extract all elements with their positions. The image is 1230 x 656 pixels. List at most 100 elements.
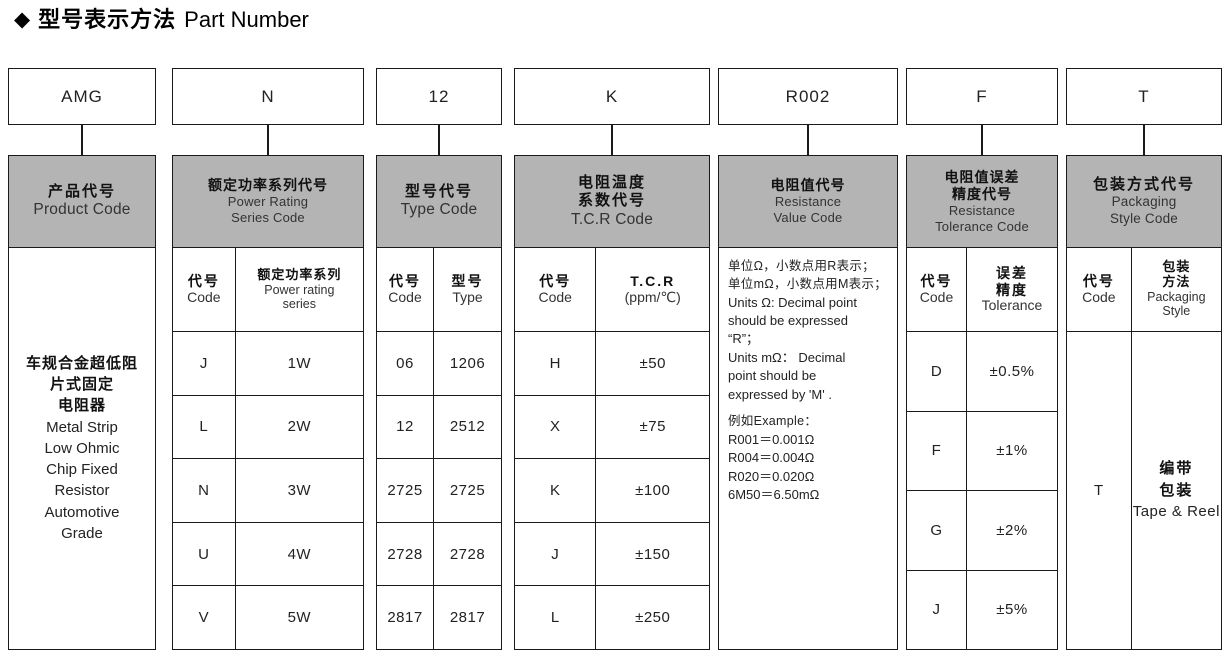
sub-header-cn: 代号 [920,273,953,290]
sub-header-cn: 误差 [996,265,1028,282]
connector-line [807,125,809,155]
part-code-value: R002 [785,86,831,106]
part-code-box[interactable]: T [1066,68,1222,125]
code-cell: F [907,412,966,491]
column-body: 代号 Code D F G J 误差 精度 Tolerance ±0.5% ±1% ±2% ±5% [907,248,1057,649]
part-code-box[interactable]: R002 [718,68,898,125]
sub-header: 代号 Code [907,248,966,332]
sub-header-cn: 精度 [996,281,1028,298]
column-header: 电阻值代号 Resistance Value Code [719,156,897,248]
code-cell: X [515,396,596,460]
code-cell: U [173,523,235,587]
value-cell: 编带 包装 Tape & Reel [1132,332,1221,649]
product-description-line: Metal Strip [46,418,118,436]
part-code-box[interactable]: 12 [376,68,502,125]
page-title-en: Part Number [184,7,309,32]
code-cell: T [1094,482,1104,499]
value-cell: ±0.5% [967,332,1057,412]
sub-header: 代号 Code [173,248,235,332]
note-line: expressed by 'M' . [728,386,832,402]
value-cell: ±5% [996,601,1028,619]
column-header-en: Product Code [33,201,131,219]
value-cell: 2725 [434,459,501,523]
part-code-box[interactable]: F [906,68,1058,125]
part-code-box[interactable]: N [172,68,364,125]
value-subcolumn: 型号 Type 1206 2512 2725 2728 2817 [434,248,501,649]
note-line: R020＝0.020Ω [728,468,815,484]
sub-header: 包装 方法 Packaging Style [1131,248,1221,332]
code-cell: 2728 [377,523,434,587]
note-line [728,404,888,413]
sub-header-cn: 代号 [539,273,572,290]
code-cell: J [932,601,941,619]
product-description-line: Grade [61,525,103,543]
part-number-column: F 电阻值误差 精度代号 Resistance Tolerance Code 代号 Code… [906,68,1058,650]
part-number-column: R002 电阻值代号 Resistance Value Code 单位Ω，小数点用R表示… [718,68,898,650]
connector-line [981,125,983,155]
column-block: 型号代号 Type Code 代号 Code 06 12 2725 2728 2817 型号 Typ… [376,155,502,650]
value-cell: ±2% [967,491,1057,571]
code-subcolumn: 代号 Code H X K J L [515,248,597,649]
sub-header: 额定功率系列 Power rating series [235,248,363,332]
diamond-bullet-icon: ◆ [14,8,31,31]
sub-header-en: Packaging [1147,290,1206,305]
part-code-value: T [1138,86,1150,106]
product-description-cell: 车规合金超低阻 片式固定 电阻器 Metal Strip Low Ohmic Chip F… [9,248,155,649]
column-body: 代号 Code H X K J L T.C.R (ppm/℃) ±50 ±75 ±100 ±150 ±25… [515,248,709,649]
code-cell: D [907,332,966,412]
column-header-cn: 精度代号 [952,185,1012,202]
product-description-line: 电阻器 [57,397,106,415]
sub-header-en: Code [919,288,954,305]
column-header-en: Resistance [948,202,1016,218]
packaging-value-cn: 包装 [1159,481,1194,499]
sub-header-cn: 代号 [1082,273,1115,290]
column-header-cn: 包装方式代号 [1092,176,1195,194]
code-cell: L [173,396,235,460]
part-code-value: N [261,86,275,106]
code-subcolumn: 代号 Code 06 12 2725 2728 2817 [377,248,435,649]
product-description-line: 片式固定 [49,375,114,393]
note-line: should be expressed [728,312,848,328]
value-cell: ±250 [635,609,671,627]
column-block: 包装方式代号 Packaging Style Code 代号 Code T 包装 方法 Pack… [1066,155,1222,650]
part-code-value: 12 [428,86,450,106]
code-cell: 2725 [377,459,434,523]
column-header: 产品代号 Product Code [9,156,155,248]
column-header: 电阻值误差 精度代号 Resistance Tolerance Code [907,156,1057,248]
part-code-value: F [976,86,988,106]
column-block: 产品代号 Product Code 车规合金超低阻 片式固定 电阻器 Metal Stri… [8,155,156,650]
part-code-box[interactable]: K [514,68,710,125]
sub-header: T.C.R (ppm/℃) [596,248,709,332]
value-subcolumn: T.C.R (ppm/℃) ±50 ±75 ±100 ±150 ±250 [596,248,709,649]
sub-header-en: Tolerance [981,296,1043,313]
column-header-cn: 电阻值误差 [944,168,1020,185]
part-code-box[interactable]: AMG [8,68,156,125]
sub-header: 代号 Code [377,248,434,332]
note-line: R001＝0.001Ω [728,431,815,447]
note-line: 6M50＝6.50mΩ [728,487,820,503]
note-line: 单位Ω，小数点用R表示； [728,259,875,273]
note-line: 例如Example： [728,414,818,429]
sub-header: 代号 Code [1067,248,1131,332]
column-block: 电阻值代号 Resistance Value Code 单位Ω，小数点用R表示； 单位m… [718,155,898,650]
column-body: 代号 Code J L N U V 额定功率系列 Power rating series 1W 2W 3… [173,248,363,649]
sub-header-cn: 额定功率系列 [257,266,342,282]
value-cell: 3W [235,459,363,523]
value-subcolumn: 包装 方法 Packaging Style 编带 包装 Tape & Reel [1131,248,1221,649]
column-header-en: Type Code [400,201,478,219]
note-line: Units mΩ： Decimal [728,349,846,365]
column-header-en: Series Code [231,210,305,226]
column-header: 包装方式代号 Packaging Style Code [1067,156,1221,248]
connector-line [267,125,269,155]
code-subcolumn: 代号 Code J L N U V [173,248,236,649]
sub-header-en: Code [187,288,221,305]
connector-line [81,125,83,155]
code-subcolumn: 代号 Code T [1067,248,1132,649]
sub-header: 误差 精度 Tolerance [967,248,1057,332]
value-cell: ±150 [596,523,709,587]
part-number-columns: AMG 产品代号 Product Code 车规合金超低阻 片式固定 电阻器 Metal S… [0,68,1230,650]
sub-header-en: Code [388,288,422,305]
page-title-cn: 型号表示方法 [38,7,177,32]
value-cell: 1206 [434,332,501,396]
code-cell: N [173,459,235,523]
